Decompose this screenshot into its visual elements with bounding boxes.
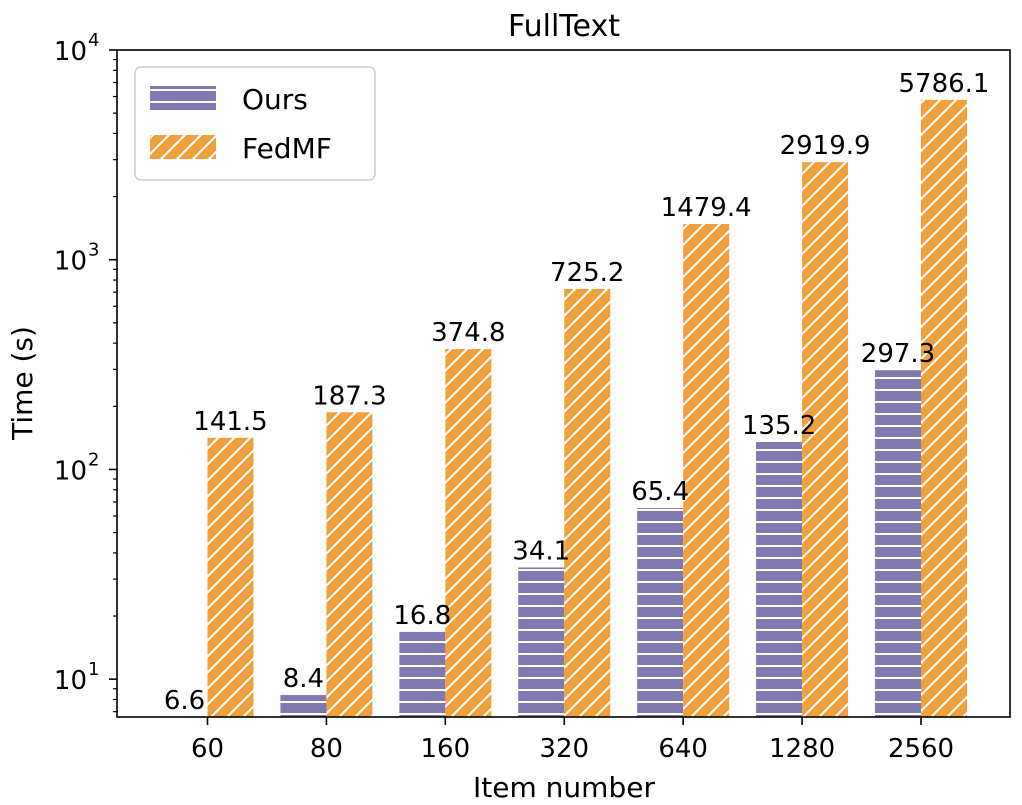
- y-tick-label: 10: [54, 666, 87, 696]
- bar-fedmf-2560: [921, 99, 967, 717]
- y-axis-label: Time (s): [6, 326, 39, 441]
- y-tick-label: 10: [54, 247, 87, 277]
- y-tick-label-exponent: 4: [88, 30, 99, 51]
- bar-fedmf-320: [564, 288, 611, 717]
- bar-fedmf-160: [445, 349, 492, 717]
- x-tick-label: 2560: [888, 734, 954, 764]
- bar-ours-2560: [875, 370, 921, 717]
- bar-ours-160: [399, 631, 446, 717]
- bar-ours-640: [637, 508, 684, 717]
- y-tick-label-exponent: 1: [88, 659, 99, 680]
- bar-labels: 6.6 141.5 8.4 187.3 16.8 374.8 34.1 725.2 65.4 14…: [164, 69, 990, 716]
- bar-label-ours-320: 34.1: [512, 536, 570, 566]
- bar-label-ours-1280: 135.2: [742, 411, 816, 441]
- bars: [207, 99, 967, 718]
- bar-label-ours-640: 65.4: [631, 477, 689, 507]
- bar-label-fedmf-640: 1479.4: [661, 193, 752, 223]
- bar-label-fedmf-80: 187.3: [312, 381, 386, 411]
- bar-label-fedmf-60: 141.5: [193, 407, 267, 437]
- x-tick-label: 160: [421, 734, 471, 764]
- bar-label-ours-2560: 297.3: [861, 339, 935, 369]
- y-tick-label: 10: [54, 37, 87, 67]
- bar-ours-80: [280, 695, 327, 717]
- legend-label-fedmf: FedMF: [242, 132, 332, 165]
- bar-ours-320: [518, 567, 565, 717]
- x-tick-label: 60: [191, 734, 224, 764]
- bar-fedmf-80: [326, 412, 373, 717]
- legend-swatch-ours: [150, 86, 216, 110]
- bar-fedmf-640: [683, 224, 730, 717]
- bar-label-fedmf-160: 374.8: [431, 318, 505, 348]
- x-tick-label: 320: [539, 734, 589, 764]
- bar-label-ours-60: 6.6: [164, 686, 205, 716]
- x-axis: 60 80 160 320 640 1280 2560: [191, 717, 954, 764]
- bar-ours-1280: [756, 441, 803, 717]
- legend-swatch-fedmf: [150, 135, 216, 159]
- x-tick-label: 1280: [769, 734, 835, 764]
- bar-label-fedmf-2560: 5786.1: [899, 69, 990, 99]
- legend: Ours FedMF: [134, 66, 376, 181]
- chart-title: FullText: [508, 9, 620, 44]
- x-axis-label: Item number: [473, 771, 655, 804]
- y-tick-label-exponent: 3: [88, 240, 99, 261]
- legend-label-ours: Ours: [242, 83, 308, 116]
- bar-label-fedmf-1280: 2919.9: [780, 131, 871, 161]
- y-tick-label: 10: [54, 456, 87, 486]
- x-tick-label: 640: [658, 734, 708, 764]
- bar-label-fedmf-320: 725.2: [550, 258, 624, 288]
- y-tick-label-exponent: 2: [88, 449, 99, 470]
- bar-fedmf-60: [207, 437, 254, 717]
- x-tick-label: 80: [310, 734, 343, 764]
- bar-label-ours-80: 8.4: [283, 664, 324, 694]
- bar-label-ours-160: 16.8: [393, 601, 451, 631]
- bar-fedmf-1280: [802, 162, 849, 718]
